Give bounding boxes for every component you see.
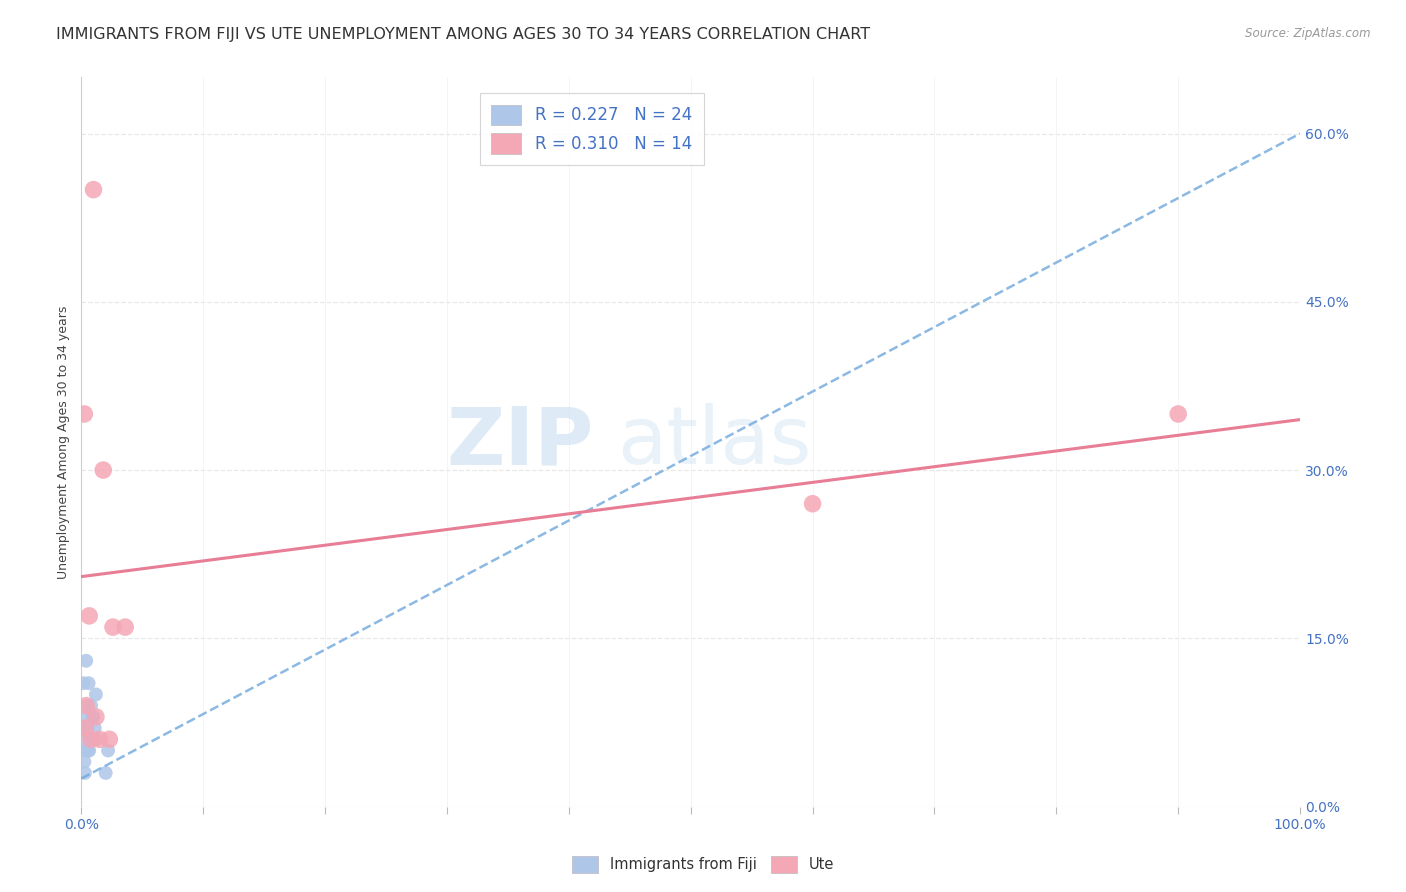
Point [76,698,98,713]
Point [75,743,97,757]
Point [114,620,136,634]
Point [801,497,824,511]
Text: IMMIGRANTS FROM FIJI VS UTE UNEMPLOYMENT AMONG AGES 30 TO 34 YEARS CORRELATION C: IMMIGRANTS FROM FIJI VS UTE UNEMPLOYMENT… [56,27,870,42]
Legend: Immigrants from Fiji, Ute: Immigrants from Fiji, Ute [564,849,842,880]
Point [82,183,104,197]
Y-axis label: Unemployment Among Ages 30 to 34 years: Unemployment Among Ages 30 to 34 years [58,305,70,579]
Point [75,698,97,713]
Point [80,732,103,747]
Point [91,463,114,477]
Point [72,676,94,690]
Point [82,710,104,724]
Point [77,608,100,623]
Point [84,710,107,724]
Point [83,721,105,735]
Point [80,698,103,713]
Text: Source: ZipAtlas.com: Source: ZipAtlas.com [1246,27,1371,40]
Point [75,721,97,735]
Legend: R = 0.227   N = 24, R = 0.310   N = 14: R = 0.227 N = 24, R = 0.310 N = 14 [479,93,703,165]
Text: ZIP: ZIP [446,403,593,481]
Point [97,743,120,757]
Point [73,766,96,780]
Point [75,654,97,668]
Point [77,743,100,757]
Point [73,721,96,735]
Point [79,732,101,747]
Point [83,732,105,747]
Point [73,755,96,769]
Text: atlas: atlas [617,403,811,481]
Point [89,732,111,747]
Point [94,766,117,780]
Point [73,407,96,421]
Point [101,620,124,634]
Point [80,732,103,747]
Point [1167,407,1189,421]
Point [73,710,96,724]
Point [98,732,121,747]
Point [77,676,100,690]
Point [84,687,107,701]
Point [72,732,94,747]
Point [82,710,104,724]
Point [77,721,100,735]
Point [77,743,100,757]
Point [86,732,108,747]
